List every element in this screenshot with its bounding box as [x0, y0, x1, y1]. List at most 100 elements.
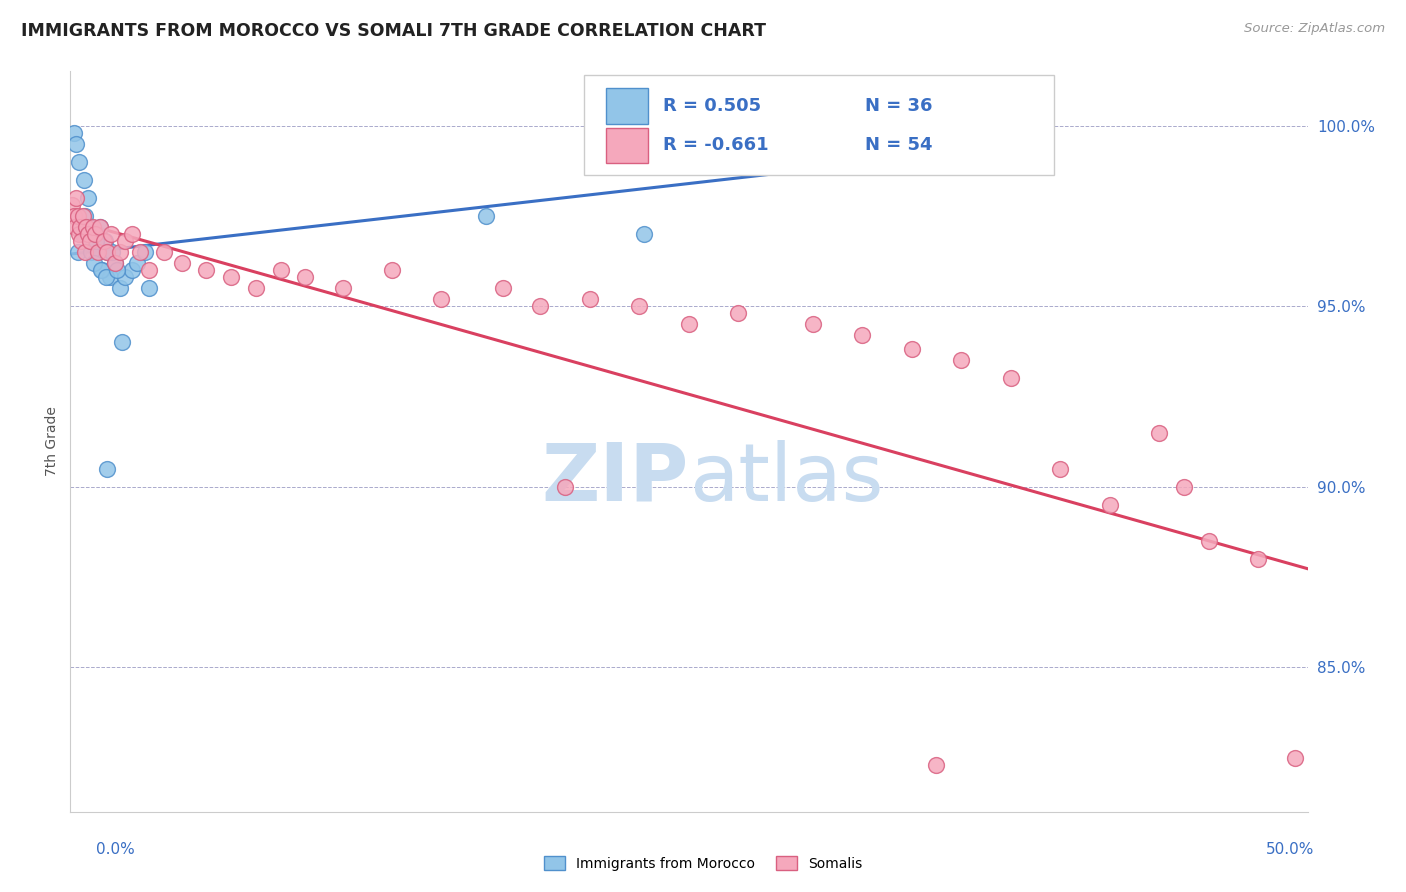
Point — [69, 219, 91, 234]
Text: 0.0%: 0.0% — [96, 842, 135, 856]
Point — [84, 227, 107, 241]
Point — [554, 480, 576, 494]
Point — [628, 299, 651, 313]
Point — [108, 244, 131, 259]
Point — [579, 292, 602, 306]
Point — [108, 281, 131, 295]
Point — [84, 234, 107, 248]
Point — [121, 227, 143, 241]
Point — [1284, 750, 1306, 764]
Point — [1049, 461, 1071, 475]
Point — [84, 227, 107, 241]
Point — [96, 244, 118, 259]
Point — [170, 256, 193, 270]
Point — [138, 263, 160, 277]
Point — [75, 219, 97, 234]
Text: 50.0%: 50.0% — [1267, 842, 1315, 856]
Point — [1000, 371, 1022, 385]
Point — [82, 234, 104, 248]
Point — [1000, 822, 1022, 837]
Point — [65, 219, 87, 234]
Point — [75, 209, 97, 223]
Point — [381, 263, 404, 277]
Bar — [606, 88, 648, 124]
Point — [82, 219, 104, 234]
Point — [67, 154, 90, 169]
Point — [1247, 552, 1270, 566]
Text: atlas: atlas — [689, 440, 883, 517]
Point — [851, 328, 873, 343]
Point — [98, 270, 121, 285]
Point — [633, 227, 655, 241]
Point — [430, 292, 453, 306]
Point — [492, 281, 515, 295]
Point — [811, 136, 834, 151]
Point — [1147, 425, 1170, 440]
Point — [925, 757, 948, 772]
Point — [134, 244, 156, 259]
Point — [67, 227, 90, 241]
Point — [294, 270, 316, 285]
Point — [66, 244, 89, 259]
Point — [91, 263, 114, 277]
Point — [245, 281, 267, 295]
Point — [900, 343, 922, 357]
Point — [529, 299, 551, 313]
Point — [96, 461, 118, 475]
Point — [66, 209, 89, 223]
Point — [1198, 533, 1220, 548]
Point — [79, 234, 101, 248]
Point — [114, 234, 136, 248]
Point — [76, 191, 98, 205]
Point — [678, 317, 700, 331]
Point — [104, 256, 127, 270]
Point — [153, 244, 176, 259]
Point — [76, 227, 98, 241]
Point — [72, 227, 94, 241]
Point — [70, 234, 93, 248]
Point — [86, 244, 108, 259]
Bar — [606, 128, 648, 163]
Point — [950, 353, 973, 368]
Point — [63, 209, 86, 223]
Point — [111, 335, 134, 350]
Point — [73, 172, 96, 186]
Text: ZIP: ZIP — [541, 440, 689, 517]
Text: IMMIGRANTS FROM MOROCCO VS SOMALI 7TH GRADE CORRELATION CHART: IMMIGRANTS FROM MOROCCO VS SOMALI 7TH GR… — [21, 22, 766, 40]
Point — [332, 281, 354, 295]
Text: N = 36: N = 36 — [865, 97, 932, 115]
Point — [80, 244, 103, 259]
Point — [270, 263, 292, 277]
Point — [128, 244, 150, 259]
Point — [804, 119, 827, 133]
Point — [96, 270, 118, 285]
Point — [1173, 480, 1195, 494]
Point — [79, 219, 101, 234]
Point — [219, 270, 242, 285]
Point — [93, 234, 115, 248]
Point — [83, 256, 105, 270]
Point — [60, 198, 83, 212]
Y-axis label: 7th Grade: 7th Grade — [45, 407, 59, 476]
Point — [727, 306, 749, 320]
Point — [121, 263, 143, 277]
Point — [96, 244, 118, 259]
Bar — [583, 75, 1054, 175]
Text: Source: ZipAtlas.com: Source: ZipAtlas.com — [1244, 22, 1385, 36]
Point — [801, 317, 824, 331]
Point — [89, 219, 111, 234]
Point — [89, 219, 111, 234]
Point — [72, 209, 94, 223]
Point — [114, 270, 136, 285]
Point — [138, 281, 160, 295]
Text: N = 54: N = 54 — [865, 136, 932, 154]
Point — [1098, 498, 1121, 512]
Point — [195, 263, 218, 277]
Point — [90, 263, 112, 277]
Point — [101, 244, 124, 259]
Point — [475, 209, 498, 223]
Point — [86, 244, 108, 259]
Point — [75, 244, 97, 259]
Point — [100, 227, 122, 241]
Point — [65, 136, 87, 151]
